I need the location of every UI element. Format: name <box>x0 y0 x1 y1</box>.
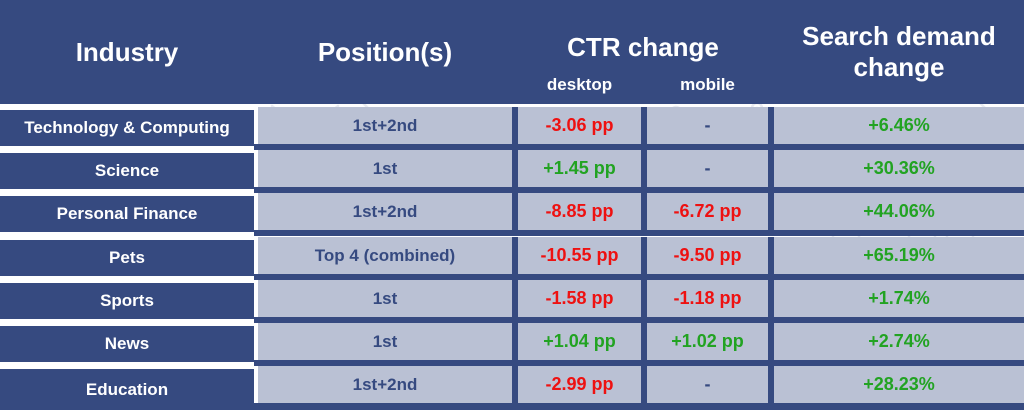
positions-value: 1st+2nd <box>352 115 418 135</box>
ctr-mobile-cell: - <box>647 366 768 403</box>
search-demand-cell: +1.74% <box>774 280 1024 317</box>
search-demand-value: +30.36% <box>863 158 935 178</box>
industry-label: Pets <box>109 248 145 267</box>
search-demand-cell: +28.23% <box>774 366 1024 403</box>
positions-cell: 1st <box>254 323 512 360</box>
ctr-mobile-cell: -1.18 pp <box>647 280 768 317</box>
industry-cell: Personal Finance <box>0 196 254 232</box>
search-demand-cell: +30.36% <box>774 150 1024 187</box>
positions-value: Top 4 (combined) <box>314 245 456 265</box>
search-demand-cell: +65.19% <box>774 237 1024 274</box>
search-demand-value: +28.23% <box>863 374 935 394</box>
ctr-desktop-cell: +1.04 pp <box>518 323 641 360</box>
ctr-desktop-value: +1.45 pp <box>543 158 616 178</box>
ctr-desktop-cell: -10.55 pp <box>518 237 641 274</box>
industry-label: Technology & Computing <box>24 118 230 137</box>
column-subheader-desktop: desktop <box>546 75 613 94</box>
table-row: Sports 1st -1.58 pp -1.18 pp +1.74% <box>0 280 1024 323</box>
ctr-desktop-value: -1.58 pp <box>545 288 614 308</box>
search-demand-value: +65.19% <box>863 245 935 265</box>
ctr-desktop-value: -10.55 pp <box>540 245 619 265</box>
ctr-mobile-value: +1.02 pp <box>671 331 744 351</box>
ctr-mobile-value: -1.18 pp <box>673 288 742 308</box>
search-demand-cell: +6.46% <box>774 107 1024 144</box>
industry-label: Sports <box>100 291 154 310</box>
ctr-mobile-value: -9.50 pp <box>673 245 742 265</box>
ctr-desktop-cell: -3.06 pp <box>518 107 641 144</box>
ctr-desktop-cell: -8.85 pp <box>518 193 641 230</box>
table-row: Science 1st +1.45 pp - +30.36% <box>0 150 1024 193</box>
ctr-desktop-cell: +1.45 pp <box>518 150 641 187</box>
table-row: Education 1st+2nd -2.99 pp - +28.23% <box>0 366 1024 410</box>
positions-value: 1st <box>372 288 398 308</box>
industry-label: Education <box>85 379 169 399</box>
positions-value: 1st+2nd <box>352 201 418 221</box>
positions-cell: 1st <box>254 150 512 187</box>
table-row: Technology & Computing 1st+2nd -3.06 pp … <box>0 107 1024 150</box>
search-demand-value: +2.74% <box>868 331 930 351</box>
ctr-desktop-value: -3.06 pp <box>545 115 614 135</box>
positions-cell: 1st+2nd <box>254 366 512 403</box>
industry-label: Science <box>94 161 160 180</box>
positions-value: 1st <box>372 331 398 351</box>
positions-value: 1st+2nd <box>352 374 418 394</box>
ctr-mobile-value: - <box>704 374 711 394</box>
industry-label: Personal Finance <box>56 204 198 223</box>
ctr-mobile-cell: -6.72 pp <box>647 193 768 230</box>
positions-value: 1st <box>372 158 398 178</box>
industry-cell: Science <box>0 153 254 189</box>
industry-label: News <box>104 334 150 353</box>
column-subheader-mobile: mobile <box>680 75 735 94</box>
search-demand-value: +1.74% <box>868 288 930 308</box>
ctr-desktop-cell: -1.58 pp <box>518 280 641 317</box>
ctr-mobile-cell: -9.50 pp <box>647 237 768 274</box>
table-row: Personal Finance 1st+2nd -8.85 pp -6.72 … <box>0 193 1024 236</box>
industry-cell: Education <box>0 369 254 410</box>
ctr-desktop-value: -2.99 pp <box>545 374 614 394</box>
ctr-desktop-value: +1.04 pp <box>543 331 616 351</box>
search-demand-value: +6.46% <box>868 115 930 135</box>
ctr-desktop-value: -8.85 pp <box>545 201 614 221</box>
ctr-mobile-value: - <box>704 158 711 178</box>
industry-cell: News <box>0 326 254 362</box>
ctr-mobile-cell: - <box>647 150 768 187</box>
industry-cell: Pets <box>0 240 254 276</box>
positions-cell: 1st+2nd <box>254 193 512 230</box>
positions-cell: Top 4 (combined) <box>254 237 512 274</box>
search-demand-cell: +44.06% <box>774 193 1024 230</box>
column-header-search-demand: Search demand change <box>802 21 996 82</box>
industry-cell: Technology & Computing <box>0 110 254 146</box>
table-header: Industry Position(s) CTR change desktop … <box>0 0 1024 104</box>
ctr-desktop-cell: -2.99 pp <box>518 366 641 403</box>
column-header-industry: Industry <box>75 36 179 67</box>
ctr-mobile-value: -6.72 pp <box>673 201 742 221</box>
positions-cell: 1st <box>254 280 512 317</box>
table-row: News 1st +1.04 pp +1.02 pp +2.74% <box>0 323 1024 366</box>
table-row: Pets Top 4 (combined) -10.55 pp -9.50 pp… <box>0 237 1024 280</box>
ctr-mobile-value: - <box>704 115 711 135</box>
ctr-mobile-cell: - <box>647 107 768 144</box>
search-demand-cell: +2.74% <box>774 323 1024 360</box>
industry-cell: Sports <box>0 283 254 319</box>
positions-cell: 1st+2nd <box>254 107 512 144</box>
column-header-ctr-change: CTR change <box>567 31 719 62</box>
column-header-positions: Position(s) <box>317 36 453 67</box>
ctr-mobile-cell: +1.02 pp <box>647 323 768 360</box>
search-demand-value: +44.06% <box>863 201 935 221</box>
